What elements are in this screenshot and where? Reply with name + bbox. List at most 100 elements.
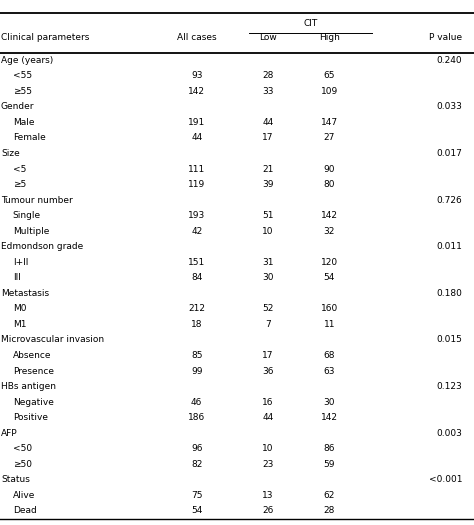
Text: 75: 75	[191, 491, 202, 500]
Text: I+II: I+II	[13, 258, 28, 267]
Text: 68: 68	[324, 351, 335, 360]
Text: 7: 7	[265, 320, 271, 329]
Text: 42: 42	[191, 227, 202, 236]
Text: 16: 16	[262, 397, 273, 407]
Text: 30: 30	[324, 397, 335, 407]
Text: 0.017: 0.017	[436, 149, 462, 158]
Text: 212: 212	[188, 304, 205, 313]
Text: Clinical parameters: Clinical parameters	[1, 33, 89, 43]
Text: Edmondson grade: Edmondson grade	[1, 242, 83, 251]
Text: 0.123: 0.123	[437, 382, 462, 391]
Text: 151: 151	[188, 258, 205, 267]
Text: <55: <55	[13, 71, 32, 80]
Text: 191: 191	[188, 118, 205, 127]
Text: Positive: Positive	[13, 413, 48, 422]
Text: AFP: AFP	[1, 429, 18, 438]
Text: 99: 99	[191, 366, 202, 375]
Text: Absence: Absence	[13, 351, 51, 360]
Text: M0: M0	[13, 304, 26, 313]
Text: P value: P value	[429, 33, 462, 43]
Text: 65: 65	[324, 71, 335, 80]
Text: 93: 93	[191, 71, 202, 80]
Text: 109: 109	[321, 87, 338, 96]
Text: High: High	[319, 33, 340, 43]
Text: Female: Female	[13, 133, 46, 142]
Text: 10: 10	[262, 444, 273, 453]
Text: Tumour number: Tumour number	[1, 196, 73, 205]
Text: 62: 62	[324, 491, 335, 500]
Text: 186: 186	[188, 413, 205, 422]
Text: 23: 23	[262, 460, 273, 469]
Text: 80: 80	[324, 180, 335, 189]
Text: 54: 54	[191, 507, 202, 516]
Text: 0.726: 0.726	[437, 196, 462, 205]
Text: 142: 142	[188, 87, 205, 96]
Text: 31: 31	[262, 258, 273, 267]
Text: 44: 44	[191, 133, 202, 142]
Text: 119: 119	[188, 180, 205, 189]
Text: 39: 39	[262, 180, 273, 189]
Text: Negative: Negative	[13, 397, 54, 407]
Text: ≥5: ≥5	[13, 180, 26, 189]
Text: CIT: CIT	[303, 19, 318, 28]
Text: 30: 30	[262, 274, 273, 282]
Text: 142: 142	[321, 413, 338, 422]
Text: 26: 26	[262, 507, 273, 516]
Text: III: III	[13, 274, 21, 282]
Text: Presence: Presence	[13, 366, 54, 375]
Text: Dead: Dead	[13, 507, 36, 516]
Text: 160: 160	[321, 304, 338, 313]
Text: <50: <50	[13, 444, 32, 453]
Text: 17: 17	[262, 351, 273, 360]
Text: 28: 28	[262, 71, 273, 80]
Text: Microvascular invasion: Microvascular invasion	[1, 335, 104, 344]
Text: 54: 54	[324, 274, 335, 282]
Text: 13: 13	[262, 491, 273, 500]
Text: 10: 10	[262, 227, 273, 236]
Text: 147: 147	[321, 118, 338, 127]
Text: Gender: Gender	[1, 102, 35, 111]
Text: 28: 28	[324, 507, 335, 516]
Text: 18: 18	[191, 320, 202, 329]
Text: <5: <5	[13, 164, 26, 174]
Text: ≥50: ≥50	[13, 460, 32, 469]
Text: 33: 33	[262, 87, 273, 96]
Text: Metastasis: Metastasis	[1, 289, 49, 298]
Text: Age (years): Age (years)	[1, 56, 53, 65]
Text: 111: 111	[188, 164, 205, 174]
Text: 11: 11	[324, 320, 335, 329]
Text: 84: 84	[191, 274, 202, 282]
Text: 0.015: 0.015	[436, 335, 462, 344]
Text: 96: 96	[191, 444, 202, 453]
Text: Multiple: Multiple	[13, 227, 49, 236]
Text: Status: Status	[1, 475, 30, 485]
Text: Low: Low	[259, 33, 277, 43]
Text: 27: 27	[324, 133, 335, 142]
Text: 193: 193	[188, 211, 205, 220]
Text: 17: 17	[262, 133, 273, 142]
Text: Single: Single	[13, 211, 41, 220]
Text: 21: 21	[262, 164, 273, 174]
Text: 120: 120	[321, 258, 338, 267]
Text: Male: Male	[13, 118, 34, 127]
Text: 44: 44	[262, 118, 273, 127]
Text: 52: 52	[262, 304, 273, 313]
Text: <0.001: <0.001	[428, 475, 462, 485]
Text: 0.011: 0.011	[436, 242, 462, 251]
Text: Alive: Alive	[13, 491, 35, 500]
Text: HBs antigen: HBs antigen	[1, 382, 56, 391]
Text: 82: 82	[191, 460, 202, 469]
Text: 85: 85	[191, 351, 202, 360]
Text: 59: 59	[324, 460, 335, 469]
Text: 51: 51	[262, 211, 273, 220]
Text: 44: 44	[262, 413, 273, 422]
Text: 90: 90	[324, 164, 335, 174]
Text: ≥55: ≥55	[13, 87, 32, 96]
Text: All cases: All cases	[177, 33, 217, 43]
Text: 32: 32	[324, 227, 335, 236]
Text: 63: 63	[324, 366, 335, 375]
Text: 46: 46	[191, 397, 202, 407]
Text: 142: 142	[321, 211, 338, 220]
Text: M1: M1	[13, 320, 26, 329]
Text: 0.240: 0.240	[437, 56, 462, 65]
